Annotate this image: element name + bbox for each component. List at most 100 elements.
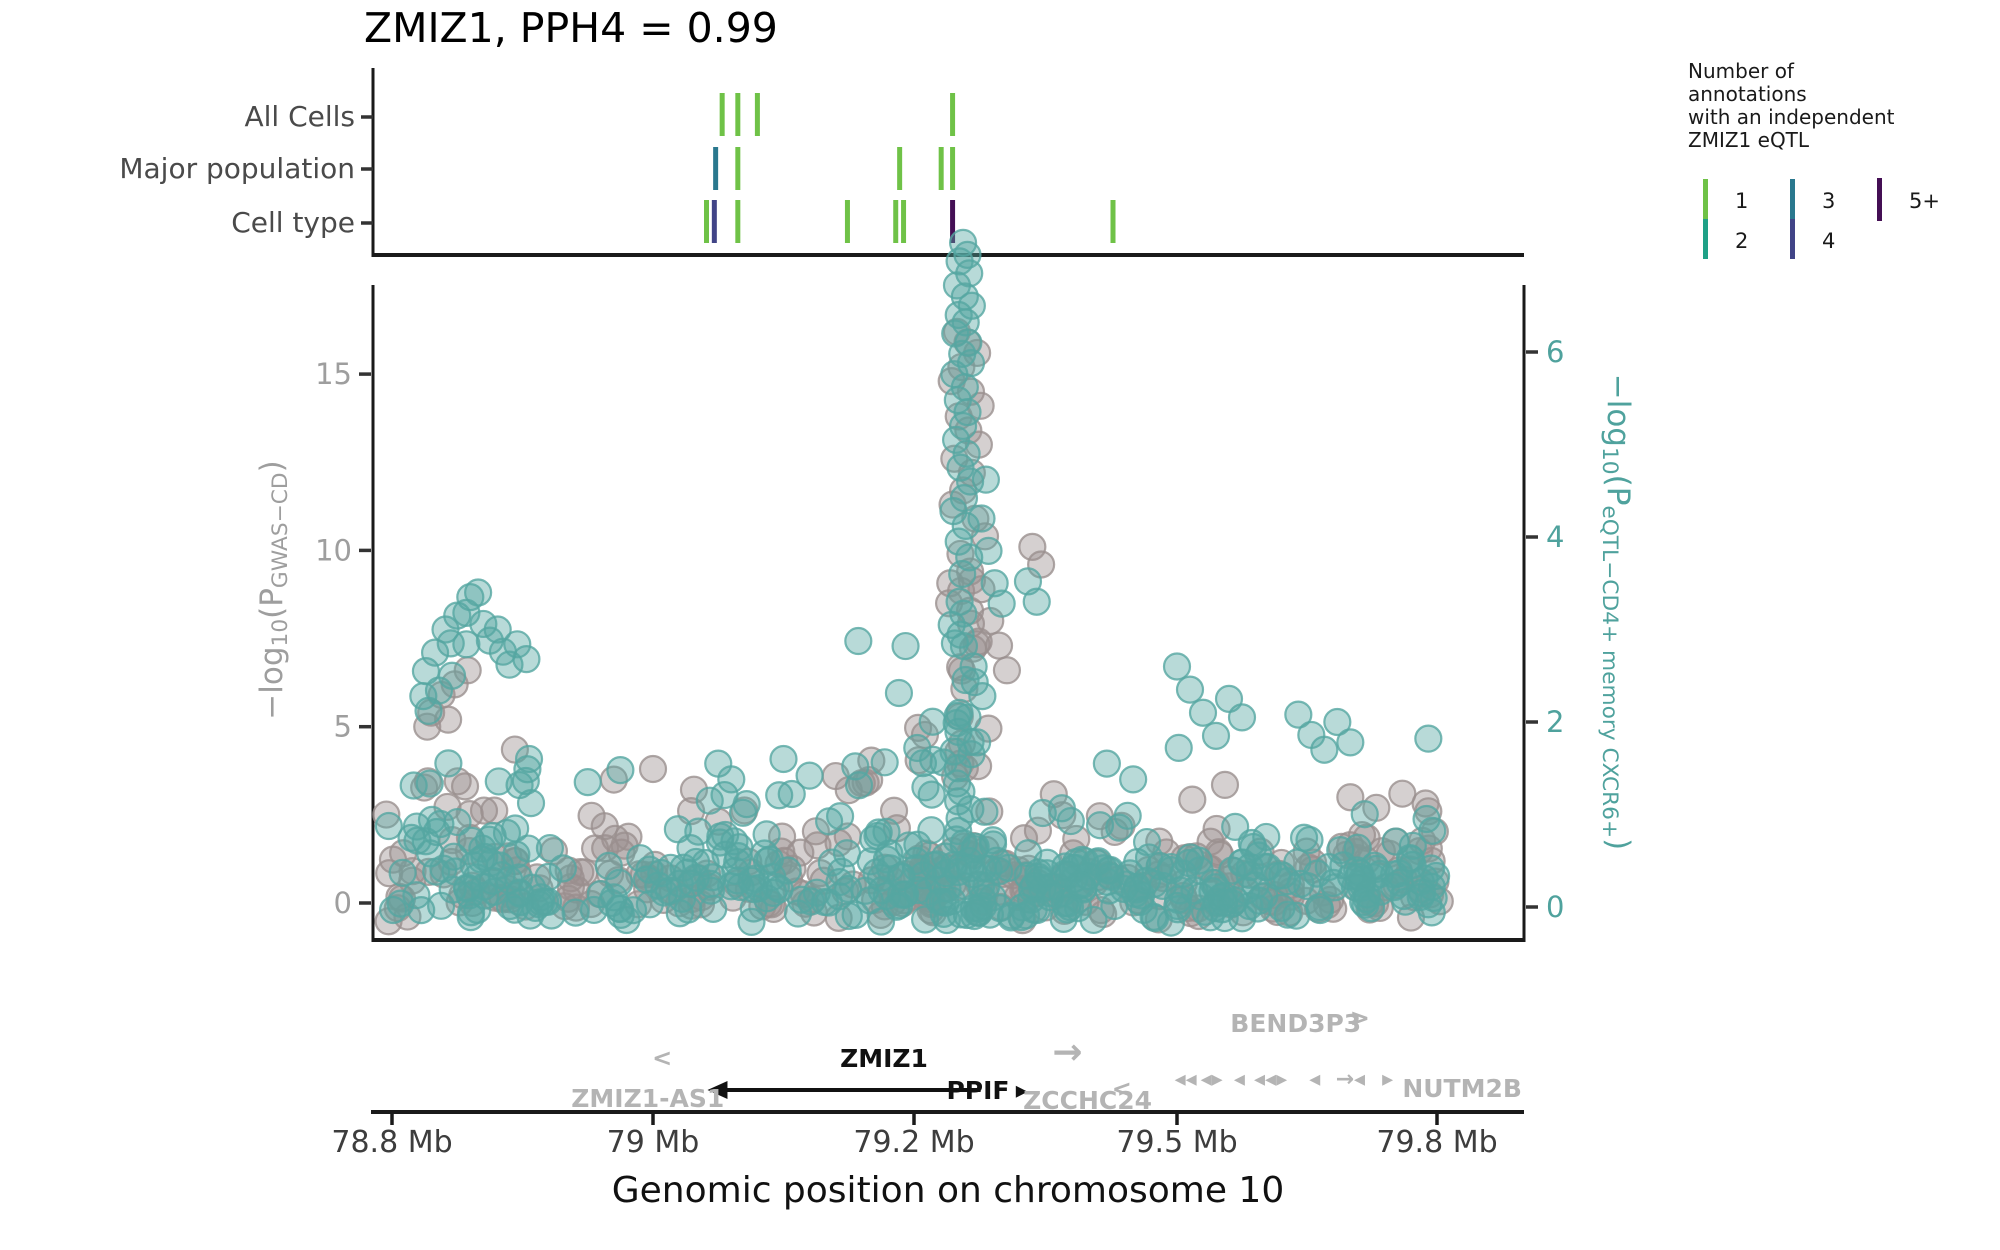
scatter-point <box>783 899 813 928</box>
scatter-point <box>1140 904 1170 933</box>
scatter-point <box>967 575 996 604</box>
scatter-point <box>1132 827 1162 857</box>
scatter-point <box>974 536 1003 565</box>
gene-strand-glyph: →◂ <box>1336 1067 1365 1092</box>
axis-title-part: GWAS−CD <box>268 472 293 589</box>
axis-title-part: 10 <box>268 618 293 647</box>
scatter-point <box>949 829 978 858</box>
scatter-point <box>1350 800 1379 829</box>
scatter-point <box>717 765 746 794</box>
scatter-point <box>959 652 988 681</box>
scatter-point <box>870 748 899 777</box>
scatter-point <box>929 748 958 777</box>
scatter-point <box>918 707 947 736</box>
scatter-point <box>755 845 784 874</box>
scatter-point <box>500 735 529 764</box>
scatter-point <box>1412 804 1441 834</box>
scatter-point <box>726 872 755 902</box>
scatter-point <box>1163 891 1192 921</box>
scatter-point <box>1391 887 1420 916</box>
scatter-point <box>635 890 664 919</box>
scatter-point <box>996 903 1026 932</box>
scatter-point <box>951 511 980 541</box>
scatter-point <box>464 578 493 607</box>
scatter-point <box>457 826 486 855</box>
legend-swatch-1 <box>1703 179 1708 219</box>
annotation-tick-level-1 <box>735 147 741 190</box>
scatter-point <box>951 308 980 337</box>
scatter-point <box>1164 733 1193 763</box>
x-tick-label: 78.8 Mb <box>331 1125 452 1160</box>
scatter-point <box>1109 874 1138 904</box>
scatter-point <box>483 615 512 644</box>
scatter-point <box>1092 749 1121 778</box>
scatter-point <box>945 698 974 727</box>
scatter-point <box>679 775 709 804</box>
scatter-point <box>834 901 863 931</box>
scatter-point <box>1388 779 1417 808</box>
gene-strand-glyph: ◂▸ <box>1201 1067 1223 1092</box>
scatter-point <box>911 773 940 802</box>
scatter-point <box>1096 855 1125 885</box>
scatter-point <box>884 678 914 708</box>
scatter-point <box>416 839 445 868</box>
scatter-point <box>956 854 985 883</box>
scatter-point <box>399 771 428 800</box>
scatter-point <box>950 754 979 783</box>
scatter-point <box>1336 862 1366 891</box>
scatter-point <box>501 814 530 843</box>
scatter-point <box>513 755 542 784</box>
right-tick-label: 2 <box>1546 705 1564 739</box>
scatter-point <box>1227 703 1257 732</box>
gene-strand-glyph: < <box>652 1044 672 1072</box>
annotation-ticks-group <box>704 93 1116 243</box>
scatter-point <box>802 878 831 907</box>
left-tick-label: 10 <box>315 533 352 567</box>
right-tick-label: 0 <box>1546 890 1564 924</box>
scatter-point <box>948 411 978 441</box>
scatter-point <box>841 752 870 781</box>
scatter-point <box>398 857 427 886</box>
legend-swatch-3 <box>1790 179 1795 219</box>
scatter-point <box>956 727 985 756</box>
x-tick-label: 79.8 Mb <box>1376 1125 1497 1160</box>
eqtl-points-group <box>374 228 1451 937</box>
annotation-tick-level-1 <box>1110 200 1116 243</box>
x-tick-label: 79.2 Mb <box>853 1125 974 1160</box>
gene-label-nutm2b: NUTM2B <box>1402 1074 1522 1103</box>
gene-label-zcchc24: ZCCHC24 <box>1023 1086 1152 1115</box>
annotation-tick-level-1 <box>735 93 741 136</box>
scatter-point <box>656 853 685 882</box>
left-tick-label: 0 <box>334 886 352 920</box>
annotation-tick-level-1 <box>754 93 760 136</box>
scatter-point <box>769 744 798 774</box>
annotation-tick-level-1 <box>719 93 725 136</box>
scatter-point <box>388 858 417 887</box>
scatter-point <box>1119 765 1148 794</box>
scatter-point <box>886 863 915 892</box>
scatter-point <box>684 817 713 846</box>
left-tick-label: 5 <box>334 710 352 744</box>
legend-swatch-5+ <box>1877 178 1882 221</box>
annotation-tick-level-1 <box>844 200 850 243</box>
eqtl-annotation-legend: Number of annotations with an independen… <box>1686 60 2000 290</box>
scatter-point <box>1379 872 1409 902</box>
scatter-point <box>535 833 565 863</box>
annotation-tick-level-1 <box>735 200 741 243</box>
scatter-point <box>1221 886 1250 915</box>
scatter-point <box>1056 806 1085 836</box>
scatter-point <box>795 761 824 790</box>
scatter-point <box>695 786 724 815</box>
gene-label-zmiz1: ZMIZ1 <box>840 1044 928 1073</box>
gene-strand-glyph: → <box>1052 1032 1082 1073</box>
scatter-point <box>456 903 485 932</box>
scatter-point <box>514 744 544 774</box>
gene-label-zmiz1-as1: ZMIZ1-AS1 <box>571 1084 724 1113</box>
scatter-point <box>910 720 940 750</box>
annotation-tick-level-5+ <box>950 200 956 243</box>
scatter-point <box>953 703 982 732</box>
scatter-point <box>943 754 972 783</box>
axis-title-part: 10 <box>1597 446 1622 475</box>
axis-title-part: (P <box>254 588 290 619</box>
scatter-point <box>1105 813 1134 842</box>
